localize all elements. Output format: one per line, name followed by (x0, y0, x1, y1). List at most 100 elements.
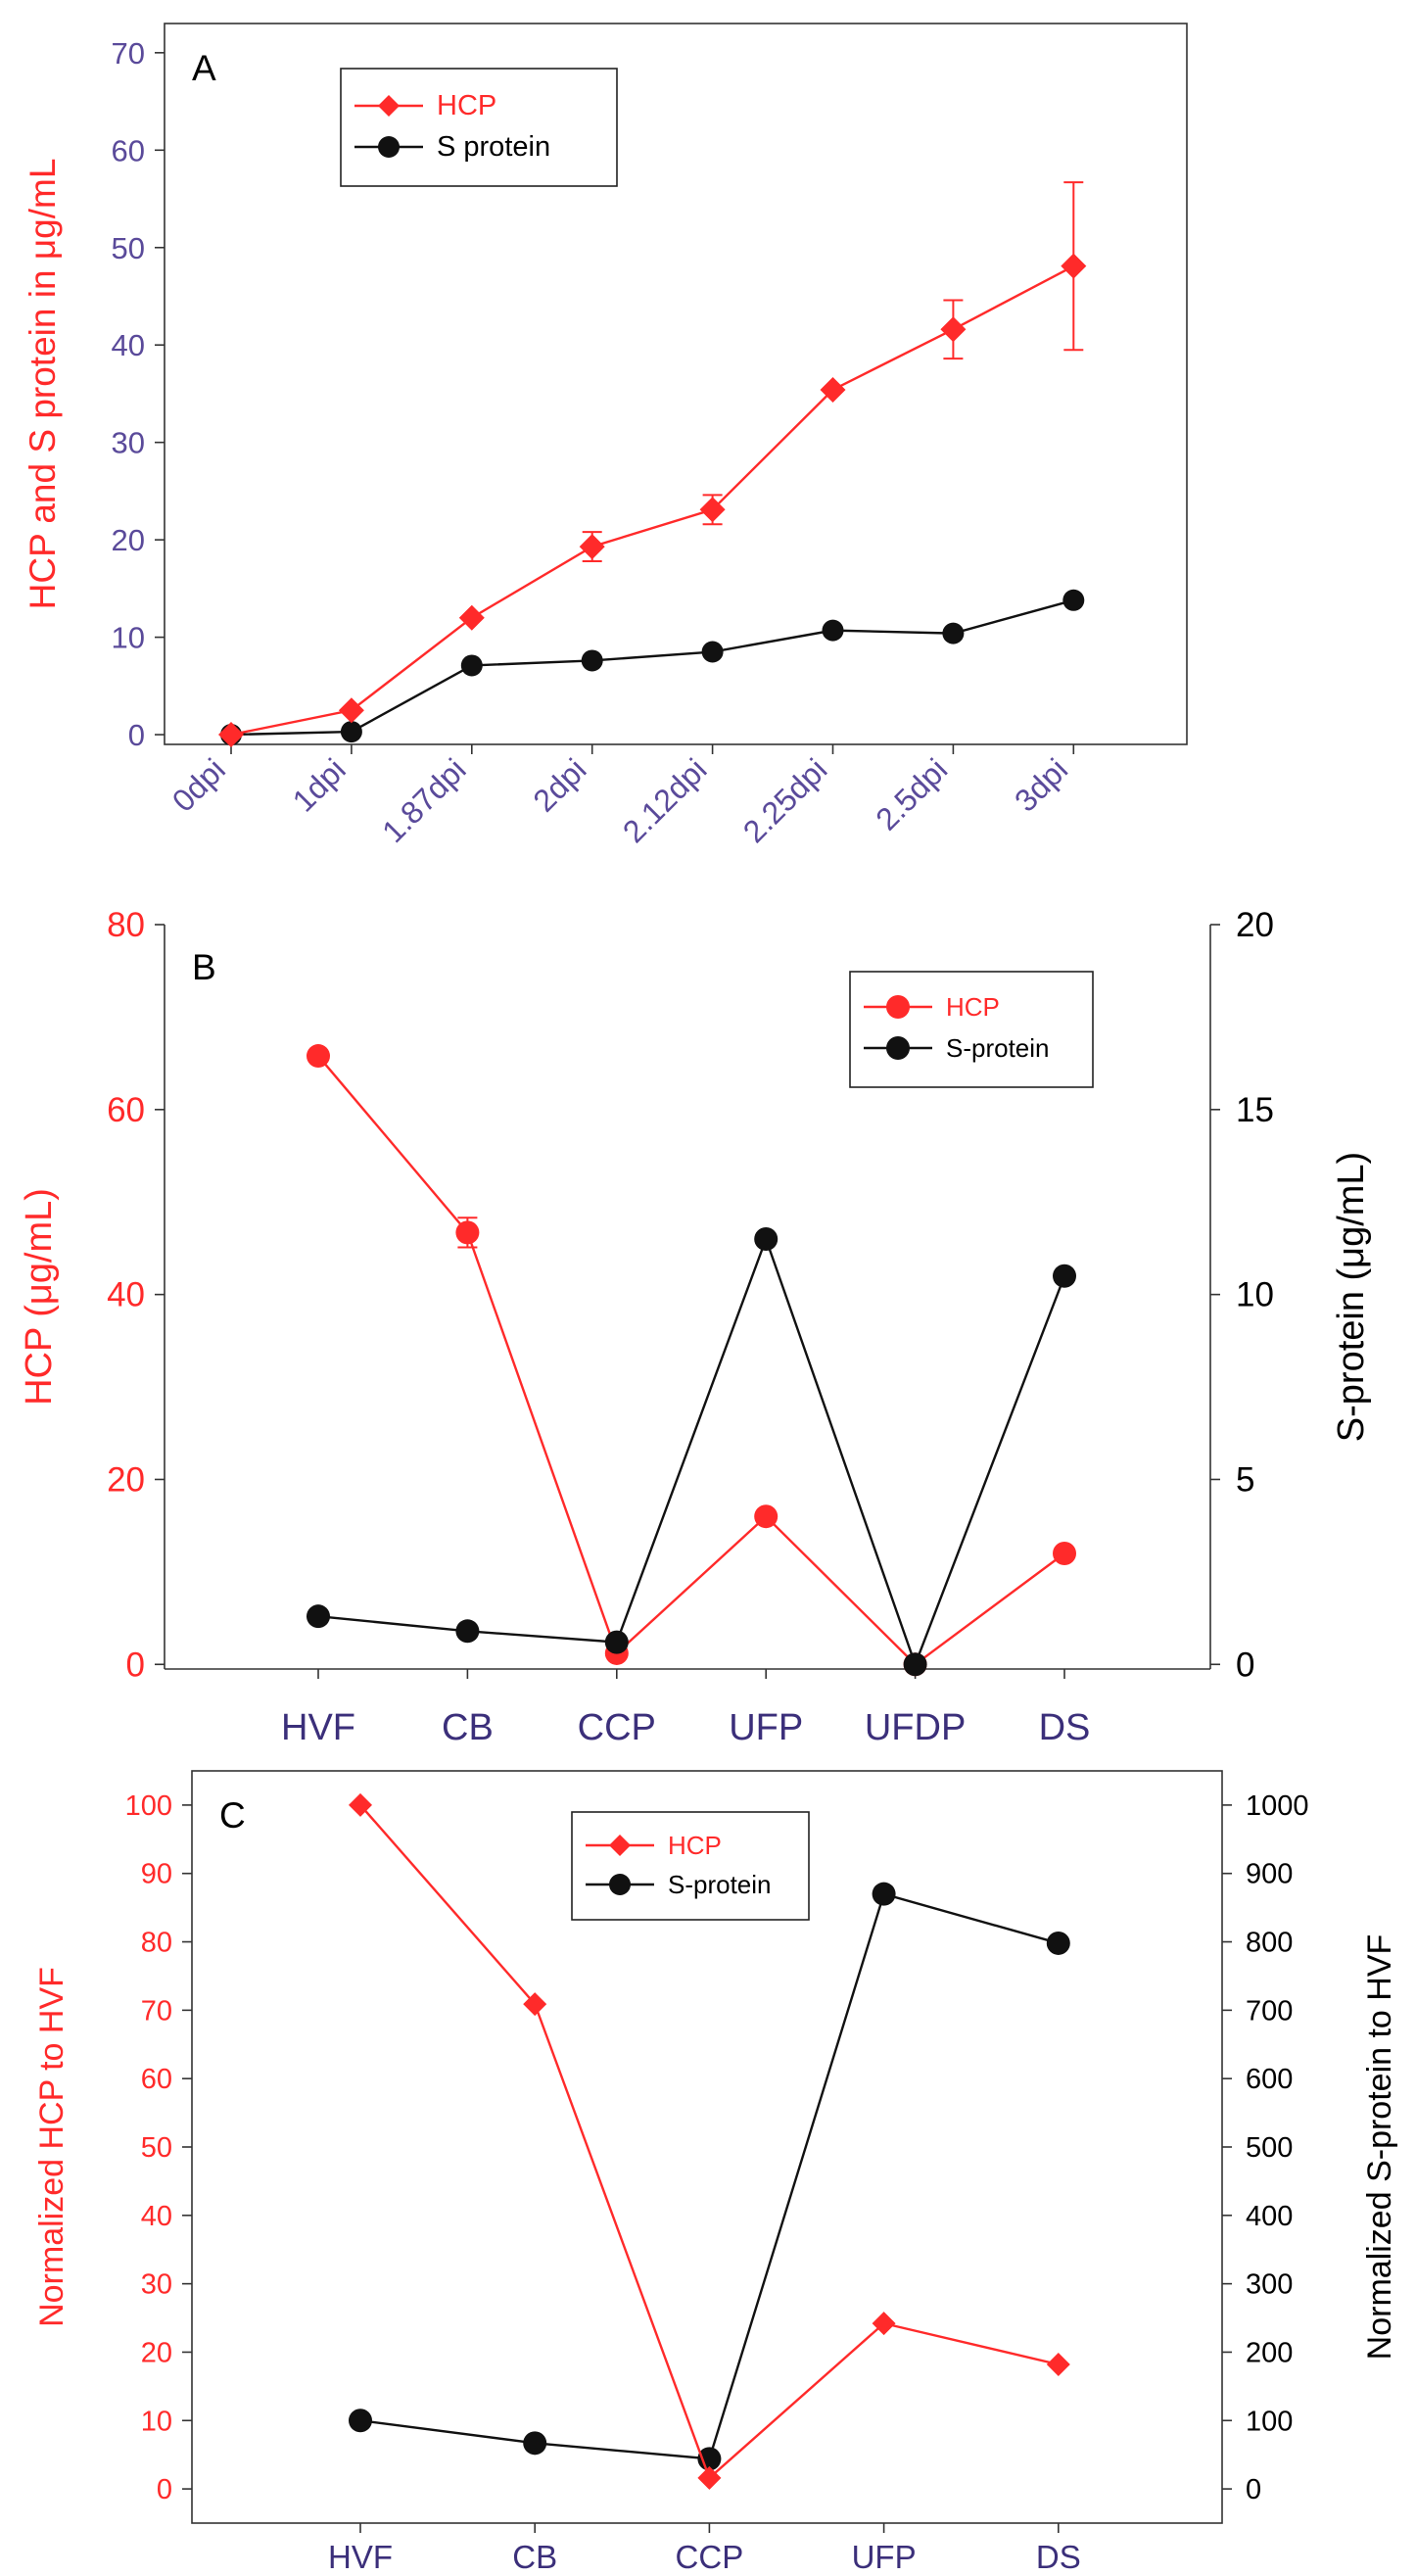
hcp-point (307, 1044, 330, 1069)
legend-marker-sprotein (886, 1036, 910, 1060)
y-tick-label-right: 600 (1246, 2064, 1293, 2095)
y-tick-label: 50 (112, 231, 145, 265)
hcp-point (697, 2465, 722, 2490)
y-tick-label-left: 80 (141, 1928, 172, 1959)
sprotein-point (455, 1619, 480, 1644)
y-tick-label-right: 20 (1236, 906, 1274, 944)
y-tick-label-left: 10 (141, 2406, 172, 2437)
y-tick-label: 40 (112, 328, 145, 362)
y-tick-label: 0 (128, 718, 145, 752)
sprotein-point (581, 649, 603, 672)
y-axis-title-right: S-protein (μg/mL) (1331, 1152, 1372, 1442)
x-tick-label: 2.12dpi (616, 751, 714, 849)
y-tick-label-right: 800 (1246, 1928, 1293, 1959)
x-tick-label: DS (1036, 2539, 1081, 2575)
y-tick-label-left: 80 (107, 906, 145, 944)
y-tick-label-right: 500 (1246, 2132, 1293, 2164)
hcp-line (317, 1055, 1065, 1666)
plot-frame (164, 23, 1188, 745)
y-tick-label-left: 20 (141, 2337, 172, 2368)
hcp-line (230, 264, 1074, 737)
hcp-point (1046, 2353, 1070, 2377)
y-tick-label-left: 50 (141, 2132, 172, 2164)
legend-label-sprotein: S protein (437, 131, 550, 163)
hcp-point (820, 376, 846, 403)
sprotein-point (822, 619, 844, 642)
hcp-point (455, 1220, 480, 1245)
x-tick-label: HVF (328, 2539, 393, 2575)
y-tick-label-left: 60 (107, 1091, 145, 1129)
y-tick-label-left: 30 (141, 2269, 172, 2301)
panel-label: A (192, 48, 216, 88)
y-tick-label-left: 0 (157, 2474, 172, 2505)
y-tick-label-left: 0 (126, 1646, 145, 1684)
y-axis-title-left: Normalized HCP to HVF (33, 1967, 71, 2327)
x-tick-label: 1dpi (286, 751, 353, 818)
legend-box (340, 68, 618, 187)
y-tick-label-right: 1000 (1246, 1790, 1309, 1822)
panel-label: C (219, 1795, 246, 1836)
x-tick-label: CCP (578, 1707, 656, 1748)
sprotein-point (942, 622, 965, 644)
hcp-point (349, 1792, 372, 1817)
sprotein-point (307, 1604, 330, 1629)
hcp-point (458, 604, 485, 631)
legend-label-sprotein: S-protein (946, 1033, 1050, 1063)
legend-label-hcp: HCP (668, 1831, 722, 1860)
sprotein-point (340, 721, 362, 743)
sprotein-point (1046, 1931, 1070, 1955)
sprotein-point (460, 654, 483, 677)
y-tick-label: 30 (112, 426, 145, 460)
sprotein-point (872, 1882, 896, 1906)
x-tick-label: DS (1039, 1707, 1091, 1748)
legend-marker-sprotein (378, 136, 400, 158)
legend-marker-hcp (378, 95, 400, 117)
y-tick-label-right: 200 (1246, 2337, 1293, 2368)
hcp-point (699, 497, 726, 523)
sprotein-point (903, 1652, 927, 1677)
panel-label: B (192, 947, 216, 987)
sprotein-point (349, 2409, 372, 2433)
y-tick-label-right: 0 (1246, 2474, 1261, 2505)
x-tick-label: 0dpi (165, 751, 232, 818)
y-tick-label-right: 15 (1236, 1091, 1274, 1129)
x-tick-label: CCP (676, 2539, 744, 2575)
x-tick-label: 1.87dpi (375, 751, 473, 849)
y-axis-title: HCP and S protein in μg/mL (23, 159, 63, 610)
y-tick-label: 60 (112, 133, 145, 167)
y-tick-label-left: 20 (107, 1460, 145, 1499)
x-tick-label: CB (442, 1707, 494, 1748)
y-tick-label-left: 40 (141, 2201, 172, 2232)
y-tick-label: 70 (112, 36, 145, 71)
y-tick-label: 20 (112, 523, 145, 557)
legend-marker-sprotein (609, 1874, 631, 1895)
x-tick-label: HVF (281, 1707, 355, 1748)
y-tick-label-right: 400 (1246, 2201, 1293, 2232)
panel-a: 0 10 20 30 40 50 60 70 0dpi 1dpi 1.87dpi 2dpi 2.12dp… (23, 23, 1188, 849)
x-tick-label: UFP (729, 1707, 803, 1748)
sprotein-point (523, 2431, 547, 2456)
y-tick-label-right: 900 (1246, 1859, 1293, 1890)
panel-b: 0 20 40 60 80 0 5 10 15 20 HVF CB CCP UFP UFDP DS HCP (μ… (19, 906, 1372, 1748)
legend-box (571, 1811, 810, 1921)
sprotein-line (317, 1235, 1066, 1668)
legend-label-hcp: HCP (946, 992, 1000, 1022)
hcp-point (523, 1992, 547, 2017)
x-tick-label: UFDP (865, 1707, 966, 1748)
y-tick-label: 10 (112, 621, 145, 655)
legend-marker-hcp (886, 995, 910, 1019)
sprotein-point (1062, 589, 1085, 611)
hcp-point (1053, 1541, 1076, 1565)
hcp-point (579, 534, 605, 560)
y-tick-label-left: 90 (141, 1859, 172, 1890)
hcp-point (940, 316, 967, 343)
panel-c: 0102030405060708090100010020030040050060… (33, 1770, 1398, 2575)
x-tick-label: 2.25dpi (736, 751, 834, 849)
hcp-point (218, 722, 244, 748)
y-tick-label-left: 40 (107, 1276, 145, 1314)
hcp-point (754, 1504, 779, 1529)
legend-box (849, 971, 1094, 1088)
legend-marker-hcp (609, 1835, 631, 1856)
y-tick-label-left: 70 (141, 1995, 172, 2027)
